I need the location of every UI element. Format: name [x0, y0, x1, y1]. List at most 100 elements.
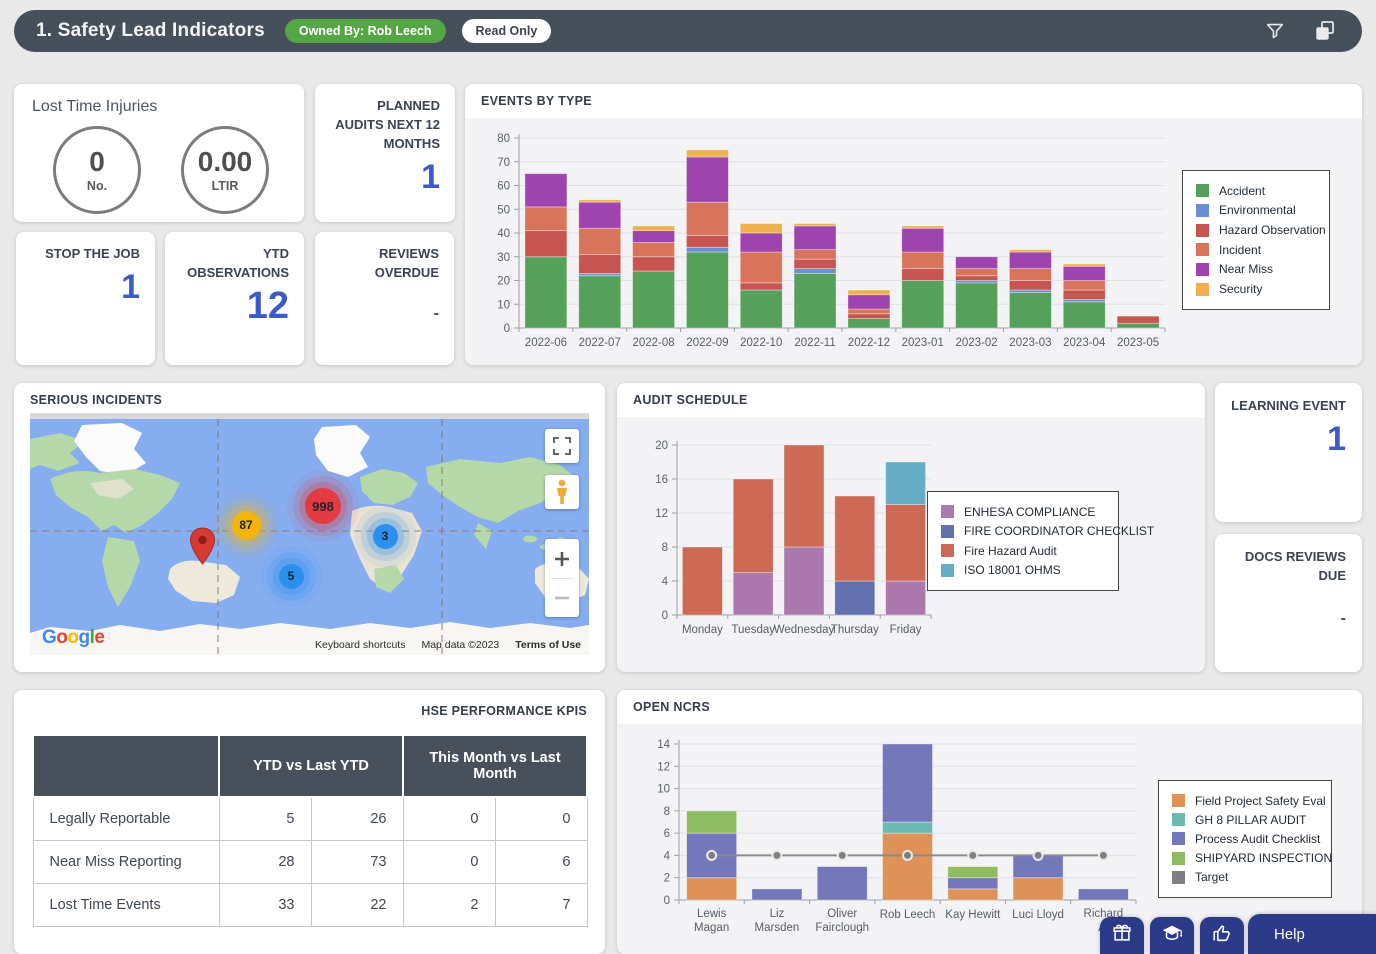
hse-row-label: Lost Time Events	[32, 882, 220, 927]
reviews-overdue-label: REVIEWS OVERDUE	[374, 246, 439, 280]
events-legend: Accident Environmental Hazard Observation I…	[1182, 170, 1330, 310]
legend-swatch	[1172, 813, 1185, 827]
hse-table-body: Legally Reportable 5 26 0 0 Near Miss Reporti…	[32, 796, 588, 927]
lost-time-injuries-title: Lost Time Injuries	[32, 98, 158, 115]
legend-item: Incident	[1196, 243, 1316, 257]
hse-cell-value: 22	[310, 882, 404, 927]
ytd-observations-label: YTD OBSERVATIONS	[187, 246, 289, 280]
legend-label: Security	[1219, 282, 1263, 297]
svg-text:4: 4	[662, 576, 669, 588]
legend-swatch	[1172, 832, 1185, 846]
reviews-overdue-value: -	[433, 304, 439, 322]
filter-icon[interactable]	[1262, 18, 1288, 44]
map-cluster-marker[interactable]: 998	[305, 488, 341, 524]
legend-item: Fire Hazard Audit	[941, 544, 1105, 558]
events-by-type-card: EVENTS BY TYPE 0 10 20 30 40 50 60 70 80 2022-06 2…	[465, 84, 1362, 365]
legend-swatch	[1172, 870, 1185, 884]
legend-label: Field Project Safety Eval	[1195, 793, 1326, 808]
hse-table-header: YTD vs Last YTD This Month vs Last Month	[32, 734, 588, 798]
svg-text:60: 60	[497, 181, 510, 193]
street-view-pegman[interactable]	[545, 475, 579, 509]
zoom-in-button[interactable]	[545, 539, 579, 578]
legend-item: Security	[1196, 282, 1316, 296]
map-cluster-marker[interactable]: 5	[278, 563, 304, 589]
svg-text:2: 2	[664, 873, 670, 885]
dashboard-titlebar: 1. Safety Lead Indicators Owned By: Rob …	[14, 10, 1362, 52]
hse-cell-value: 6	[494, 839, 588, 884]
map-cluster-marker[interactable]: 87	[231, 510, 261, 540]
help-button[interactable]: Help	[1248, 914, 1376, 954]
ytd-observations-value: 12	[246, 284, 289, 327]
svg-text:40: 40	[497, 228, 510, 240]
ltir-gauge: 0.00 LTIR	[181, 126, 269, 214]
legend-item: Near Miss	[1196, 262, 1316, 276]
legend-label: Target	[1195, 870, 1229, 885]
audit-schedule-card: AUDIT SCHEDULE 0 4 8 12 16 20 Monday Tuesday Wed…	[617, 383, 1205, 672]
copy-dashboard-icon[interactable]	[1312, 18, 1338, 44]
audit-legend: ENHESA COMPLIANCE FIRE COORDINATOR CHECKL…	[927, 491, 1154, 591]
learning-button[interactable]	[1150, 917, 1194, 954]
legend-item: GH 8 PILLAR AUDIT	[1172, 813, 1318, 827]
map-cluster-marker[interactable]: 3	[372, 523, 398, 549]
world-map[interactable]: 998 87 3 5 Google Keyboard shortcuts Map da…	[30, 419, 589, 655]
events-chart-area: 0 10 20 30 40 50 60 70 80 2022-06 2022-07 2022-08 20…	[465, 118, 1362, 365]
google-logo[interactable]: Google	[42, 627, 105, 649]
legend-swatch	[1196, 203, 1209, 217]
svg-text:Luci Lloyd: Luci Lloyd	[1012, 909, 1064, 921]
hse-cell-value: 7	[494, 882, 588, 927]
learning-event-card: LEARNING EVENT 1	[1215, 383, 1362, 522]
svg-text:2022-12: 2022-12	[848, 337, 890, 349]
serious-incidents-card: SERIOUS INCIDENTS	[14, 383, 605, 672]
thumbs-up-icon	[1211, 922, 1233, 949]
hse-cell-value: 33	[218, 882, 312, 927]
svg-text:Fairclough: Fairclough	[815, 922, 869, 934]
events-by-type-title: EVENTS BY TYPE	[481, 94, 592, 108]
lti-count-gauge: 0 No.	[53, 126, 141, 214]
svg-text:10: 10	[657, 784, 670, 796]
hse-kpis-title: HSE PERFORMANCE KPIS	[421, 704, 587, 718]
audit-schedule-title: AUDIT SCHEDULE	[633, 393, 748, 407]
page-title: 1. Safety Lead Indicators	[36, 20, 265, 41]
keyboard-shortcuts-link[interactable]: Keyboard shortcuts	[314, 639, 406, 651]
svg-text:Rob Leech: Rob Leech	[880, 909, 936, 921]
svg-text:Friday: Friday	[890, 624, 922, 636]
legend-swatch	[941, 544, 954, 558]
stop-the-job-value: 1	[121, 267, 140, 306]
legend-item: ENHESA COMPLIANCE	[941, 505, 1105, 519]
legend-label: Hazard Observation	[1219, 223, 1326, 238]
read-only-badge: Read Only	[461, 19, 552, 43]
feedback-button[interactable]	[1200, 917, 1244, 954]
svg-text:2022-08: 2022-08	[632, 337, 674, 349]
map-pin[interactable]	[189, 527, 216, 570]
legend-label: Environmental	[1219, 203, 1296, 218]
fullscreen-button[interactable]	[545, 429, 579, 463]
svg-text:2023-01: 2023-01	[902, 337, 944, 349]
terms-of-use-link[interactable]: Terms of Use	[515, 639, 581, 651]
svg-text:Liz: Liz	[770, 908, 785, 920]
legend-item: Field Project Safety Eval	[1172, 794, 1326, 808]
google-logo-letter: o	[56, 627, 68, 648]
map-scrollbar[interactable]	[30, 413, 589, 419]
svg-text:8: 8	[664, 806, 670, 818]
google-logo-letter: G	[42, 627, 57, 648]
svg-text:20: 20	[655, 440, 668, 452]
audit-schedule-chart: 0 4 8 12 16 20 Monday Tuesday Wednesday Thursday F…	[641, 431, 941, 664]
google-logo-letter: o	[67, 627, 79, 648]
hse-cell-value: 26	[310, 796, 404, 841]
legend-label: FIRE COORDINATOR CHECKLIST	[964, 524, 1155, 539]
google-logo-letter: l	[89, 627, 95, 648]
svg-text:2022-09: 2022-09	[686, 337, 728, 349]
open-ncrs-card: OPEN NCRS 0 2 4 6 8 10 12 14 Lewis Magan Liz Marsde…	[617, 690, 1362, 954]
table-row: Lost Time Events 33 22 2 7	[32, 882, 588, 927]
hse-cell-value: 28	[218, 839, 312, 884]
whats-new-button[interactable]	[1100, 917, 1144, 954]
zoom-out-button[interactable]	[545, 579, 579, 617]
hse-cell-value: 73	[310, 839, 404, 884]
ltir-value: 0.00	[197, 145, 253, 177]
planned-audits-card: PLANNED AUDITS NEXT 12 MONTHS 1	[315, 84, 455, 222]
planned-audits-value: 1	[421, 157, 440, 196]
hse-cell-value: 5	[218, 796, 312, 841]
owned-by-badge: Owned By: Rob Leech	[284, 19, 446, 43]
zoom-control	[545, 539, 579, 617]
gift-icon	[1111, 922, 1133, 949]
